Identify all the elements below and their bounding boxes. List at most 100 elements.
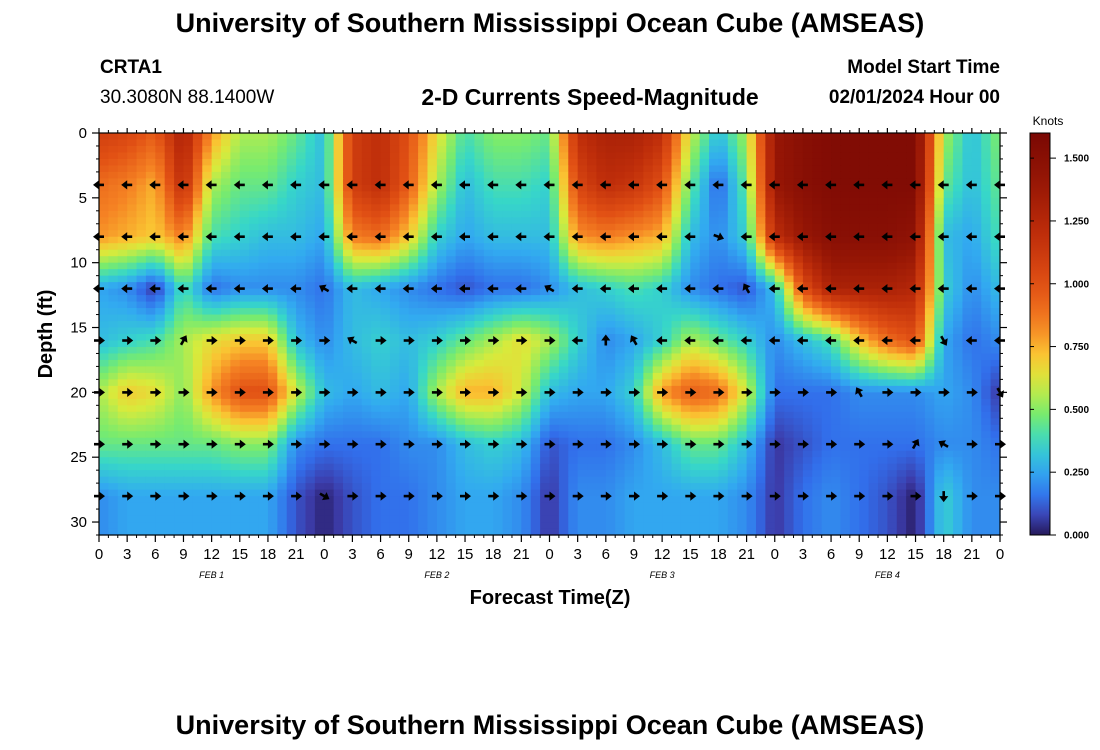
heatmap-cell: [849, 288, 860, 296]
heatmap-cell: [164, 431, 175, 439]
heatmap-cell: [765, 437, 776, 445]
heatmap-cell: [662, 256, 673, 264]
heatmap-cell: [183, 346, 194, 355]
heatmap-cell: [446, 275, 457, 283]
heatmap-cell: [690, 346, 701, 355]
heatmap-cell: [765, 366, 776, 374]
heatmap-cell: [333, 133, 344, 141]
heatmap-cell: [587, 457, 598, 465]
heatmap-cell: [774, 210, 785, 218]
heatmap-cell: [230, 457, 241, 465]
heatmap-cell: [361, 327, 372, 335]
heatmap-cell: [296, 178, 307, 186]
heatmap-cell: [737, 133, 748, 141]
heatmap-cell: [286, 392, 297, 400]
heatmap-cell: [530, 295, 541, 303]
heatmap-cell: [755, 457, 766, 465]
heatmap-cell: [915, 191, 926, 199]
heatmap-cell: [633, 308, 644, 316]
heatmap-cell: [643, 334, 654, 342]
heatmap-cell: [915, 236, 926, 244]
heatmap-cell: [755, 158, 766, 167]
heatmap-cell: [389, 359, 400, 368]
heatmap-cell: [540, 171, 551, 179]
heatmap-cell: [267, 133, 278, 141]
heatmap-cell: [465, 210, 476, 218]
heatmap-cell: [474, 308, 485, 316]
heatmap-cell: [493, 191, 504, 199]
heatmap-cell: [737, 178, 748, 186]
heatmap-cell: [971, 178, 982, 186]
heatmap-cell: [718, 139, 729, 147]
heatmap-cell: [211, 301, 222, 309]
heatmap-cell: [474, 197, 485, 205]
heatmap-cell: [286, 210, 297, 218]
heatmap-cell: [408, 321, 419, 329]
heatmap-cell: [540, 184, 551, 192]
heatmap-cell: [624, 346, 635, 355]
heatmap-cell: [774, 243, 785, 251]
heatmap-cell: [859, 321, 870, 329]
heatmap-cell: [277, 165, 288, 173]
heatmap-cell: [840, 178, 851, 186]
heatmap-cell: [746, 346, 757, 355]
heatmap-cell: [343, 295, 354, 303]
heatmap-cell: [596, 444, 607, 452]
heatmap-cell: [868, 334, 879, 342]
heatmap-cell: [558, 249, 569, 257]
heatmap-cell: [727, 366, 738, 374]
heatmap-cell: [221, 184, 231, 192]
heatmap-cell: [615, 230, 626, 238]
heatmap-cell: [558, 379, 569, 387]
heatmap-cell: [483, 418, 494, 426]
heatmap-cell: [943, 437, 954, 445]
heatmap-cell: [117, 366, 128, 374]
heatmap-cell: [436, 444, 447, 452]
heatmap-cell: [296, 314, 307, 322]
heatmap-cell: [662, 314, 673, 322]
heatmap-cell: [831, 379, 842, 387]
heatmap-cell: [812, 334, 823, 342]
heatmap-cell: [633, 457, 644, 465]
heatmap-cell: [174, 385, 185, 393]
heatmap-cell: [981, 171, 992, 179]
heatmap-cell: [155, 262, 166, 270]
heatmap-cell: [99, 262, 109, 270]
heatmap-cell: [633, 275, 644, 283]
heatmap-cell: [615, 418, 626, 426]
heatmap-cell: [690, 204, 701, 212]
heatmap-cell: [483, 282, 494, 290]
heatmap-cell: [680, 230, 691, 238]
heatmap-cell: [145, 152, 156, 160]
heatmap-cell: [399, 314, 410, 322]
heatmap-cell: [981, 372, 992, 380]
heatmap-cell: [990, 204, 1001, 212]
heatmap-cell: [380, 308, 391, 316]
heatmap-cell: [174, 210, 185, 218]
heatmap-cell: [296, 372, 307, 380]
heatmap-cell: [981, 301, 992, 309]
heatmap-cell: [465, 334, 476, 342]
heatmap-cell: [643, 379, 654, 387]
heatmap-cell: [953, 301, 964, 309]
heatmap-cell: [164, 171, 175, 179]
heatmap-cell: [746, 191, 757, 199]
heatmap-cell: [230, 431, 241, 439]
heatmap-cell: [671, 437, 682, 445]
heatmap-cell: [877, 353, 888, 361]
heatmap-cell: [493, 334, 504, 342]
heatmap-cell: [343, 314, 354, 322]
heatmap-cell: [483, 424, 494, 432]
heatmap-cell: [690, 133, 701, 141]
heatmap-cell: [455, 431, 466, 439]
heatmap-cell: [558, 444, 569, 452]
heatmap-cell: [699, 334, 710, 342]
heatmap-cell: [174, 133, 185, 141]
heatmap-cell: [690, 230, 701, 238]
heatmap-cell: [821, 139, 832, 147]
heatmap-cell: [296, 340, 307, 348]
heatmap-cell: [840, 405, 851, 413]
heatmap-cell: [924, 230, 935, 238]
heatmap-cell: [333, 418, 344, 426]
heatmap-cell: [267, 398, 278, 406]
